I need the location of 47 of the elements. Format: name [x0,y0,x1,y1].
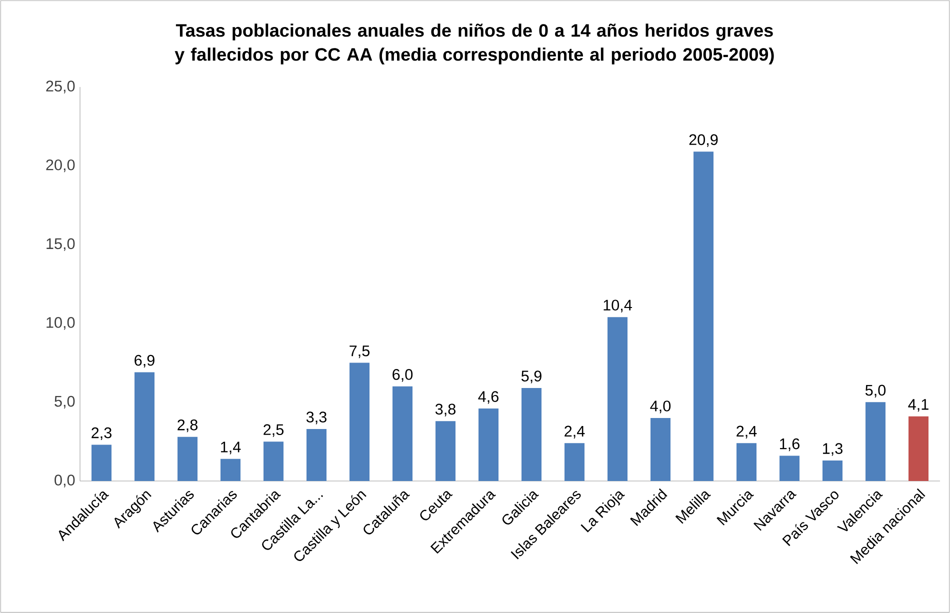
bar [866,402,886,481]
data-label: 1,3 [823,443,842,456]
data-label: 2,5 [264,424,284,437]
data-label: 2,4 [736,426,757,438]
bar [736,443,756,481]
bar [436,421,456,481]
bar [178,436,198,481]
bar [780,456,800,481]
data-label: 4,0 [650,400,671,414]
bar [92,444,112,481]
y-tick-label: 25,0 [46,80,75,94]
bar [264,442,284,481]
chart-title: Tasas poblacionales anuales de niños de 0 a 14 años heridos graves y fallecidos por CC AA (media correspondiente al periodo 2005-2009) [174,24,774,64]
bar [134,372,155,481]
bar [564,443,585,481]
data-label: 5,0 [865,384,886,398]
bar [220,458,241,481]
bar [392,386,413,481]
data-label: 2,3 [92,427,112,440]
y-tick-label: 10,0 [46,317,75,330]
bar [478,408,498,481]
y-tick-label: 5,0 [54,396,75,409]
bar [306,428,327,481]
data-label: 1,4 [221,442,241,454]
bar [350,362,370,481]
bar [908,416,928,481]
y-tick-label: 0,0 [54,474,75,488]
bar [608,317,628,481]
data-label: 4,1 [908,399,928,412]
y-tick-label: 15,0 [46,238,75,251]
bar [650,418,670,481]
data-label: 10,4 [604,300,632,312]
data-label: 7,5 [350,346,370,358]
y-tick-label: 20,0 [46,159,75,172]
data-label: 4,6 [478,391,498,404]
data-label: 2,4 [564,426,585,438]
data-label: 20,9 [689,134,718,147]
data-label: 6,9 [134,354,154,368]
data-label: 5,9 [521,370,542,384]
bar [694,152,714,481]
data-label: 3,8 [435,404,456,416]
bar [822,460,842,481]
data-label: 3,3 [306,412,326,424]
data-label: 6,0 [392,369,413,382]
data-label: 1,6 [780,438,800,452]
bar [522,388,542,481]
data-label: 2,8 [178,419,198,432]
